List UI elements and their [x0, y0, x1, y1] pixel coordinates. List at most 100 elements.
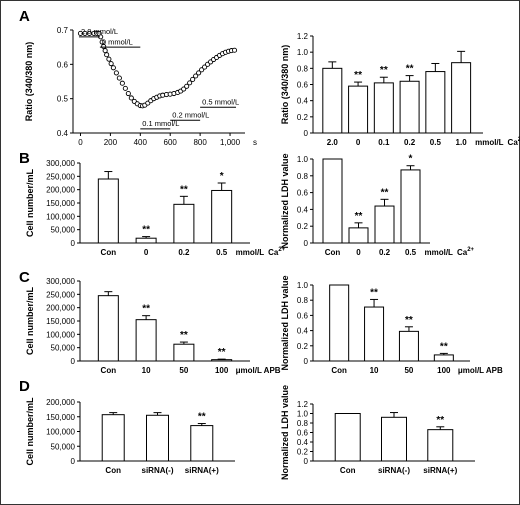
bar	[190, 425, 214, 462]
x-tick-label: 10	[370, 366, 379, 375]
chart-d-right: 00.20.40.60.81.01.2 Normalized LDH value C…	[280, 385, 475, 480]
chart-a-left: 0.4 0.5 0.6 0.7 Ratio (340/380 nm) 0 200 400 600…	[24, 26, 257, 147]
y-tick-label: 300,000	[46, 277, 75, 286]
y-axis-label: Normalized LDH value	[280, 153, 290, 248]
annotation-label: 0 mmol/L	[102, 37, 133, 46]
x-tick-label: 0	[356, 248, 361, 257]
x-tick-label: 0.5	[216, 248, 228, 257]
chart-c-right: 0 0.2 0.4 0.6 0.8 1.0 Normalized LDH value Con *…	[280, 275, 503, 375]
y-tick-label: 0	[71, 239, 76, 248]
significance-marker: **	[198, 412, 206, 423]
significance-marker: **	[142, 225, 150, 236]
y-tick-label: 150,000	[46, 317, 75, 326]
significance-marker: **	[406, 64, 414, 75]
significance-marker: **	[180, 330, 188, 341]
trace-point	[122, 85, 128, 91]
y-axis-label: Normalized LDH value	[280, 275, 290, 370]
bar	[97, 178, 119, 244]
y-tick-label: 150,000	[46, 413, 75, 422]
chart-b-left: 0 50,000 100,000 150,000 200,000 250,000 300,0…	[25, 159, 286, 257]
x-unit-superscript: 2+	[518, 137, 520, 143]
trace-point	[181, 86, 187, 92]
trace-point	[184, 83, 190, 89]
y-tick-label: 0.4	[297, 205, 309, 214]
bar	[334, 413, 361, 462]
y-tick-label: 0.8	[297, 172, 309, 181]
significance-marker: **	[381, 187, 389, 198]
x-unit-superscript: 2+	[467, 247, 474, 253]
bar	[211, 359, 233, 362]
y-tick-label: 100,000	[46, 212, 75, 221]
y-tick-label: 0.4	[297, 327, 309, 336]
y-tick-label: 200,000	[46, 398, 75, 407]
bar	[374, 205, 395, 244]
y-tick-label: 0	[304, 457, 309, 466]
x-unit-ion: Ca	[457, 248, 468, 257]
x-unit-text: μmol/L APB	[458, 366, 503, 375]
y-tick-label: 150,000	[46, 199, 75, 208]
y-tick-label: 0.5	[57, 95, 69, 104]
x-unit-superscript: 2+	[278, 247, 285, 253]
y-tick-label: 300,000	[46, 159, 75, 168]
y-tick-label: 50,000	[51, 344, 76, 353]
y-tick-label: 1.0	[297, 48, 309, 57]
trace-point	[190, 76, 196, 82]
y-tick-label: 0.6	[297, 189, 309, 198]
significance-marker: **	[218, 347, 226, 358]
y-axis-label: Cell number/mL	[25, 397, 35, 466]
y-tick-label: 50,000	[51, 226, 76, 235]
trace-point	[128, 95, 134, 101]
y-axis-label: Ratio (340/380 nm)	[24, 42, 34, 122]
y-tick-label: 0.4	[297, 97, 309, 106]
significance-marker: **	[180, 184, 188, 195]
y-axis-label: Cell number/mL	[25, 168, 35, 237]
y-axis-label: Normalized LDH value	[280, 385, 290, 480]
trace-point	[110, 65, 116, 71]
trace-point	[187, 80, 193, 86]
bar	[146, 414, 169, 462]
significance-marker: **	[380, 65, 388, 76]
significance-marker: **	[405, 315, 413, 326]
trace-point	[231, 47, 238, 53]
y-tick-label: 0	[304, 357, 309, 366]
significance-marker: *	[220, 171, 224, 182]
bar	[451, 62, 472, 134]
bar	[399, 80, 420, 134]
x-tick-label: Con	[105, 466, 121, 475]
significance-marker: *	[409, 154, 413, 165]
bar	[173, 203, 195, 244]
panel-label-a: A	[19, 8, 30, 25]
y-tick-label: 200,000	[46, 304, 75, 313]
significance-marker: **	[436, 415, 444, 426]
bar	[322, 67, 343, 134]
bar	[373, 82, 394, 134]
y-tick-label: 250,000	[46, 290, 75, 299]
trace-point	[99, 39, 105, 45]
x-tick-label: Con	[325, 248, 341, 257]
x-tick-label: 0.2	[404, 138, 416, 147]
y-tick-label: 0	[304, 239, 309, 248]
panel-label-d: D	[19, 378, 30, 395]
trace-point	[125, 90, 131, 97]
x-axis-unit-label: s	[253, 138, 257, 147]
bar	[400, 169, 421, 244]
y-tick-label: 250,000	[46, 172, 75, 181]
x-unit-text: mmol/L	[425, 248, 454, 257]
x-tick-label: 100	[215, 366, 229, 375]
x-tick-label: siRNA(+)	[185, 466, 219, 475]
significance-marker: **	[355, 211, 363, 222]
x-tick-label: 0	[144, 248, 149, 257]
x-tick-label: Con	[331, 366, 347, 375]
x-tick-label: 50	[404, 366, 413, 375]
trace-point	[119, 80, 125, 86]
bar	[101, 414, 125, 462]
chart-d-left: 0 50,000 100,000 150,000 200,000 Cell number/…	[25, 397, 235, 475]
trace-point	[193, 73, 199, 79]
x-tick-label: Con	[101, 248, 117, 257]
bar	[348, 85, 369, 134]
x-tick-label: 200	[104, 138, 118, 147]
charts-layer: 0.4 0.5 0.6 0.7 Ratio (340/380 nm) 0 200 400 600…	[24, 26, 520, 480]
y-tick-label: 0.2	[297, 448, 309, 457]
